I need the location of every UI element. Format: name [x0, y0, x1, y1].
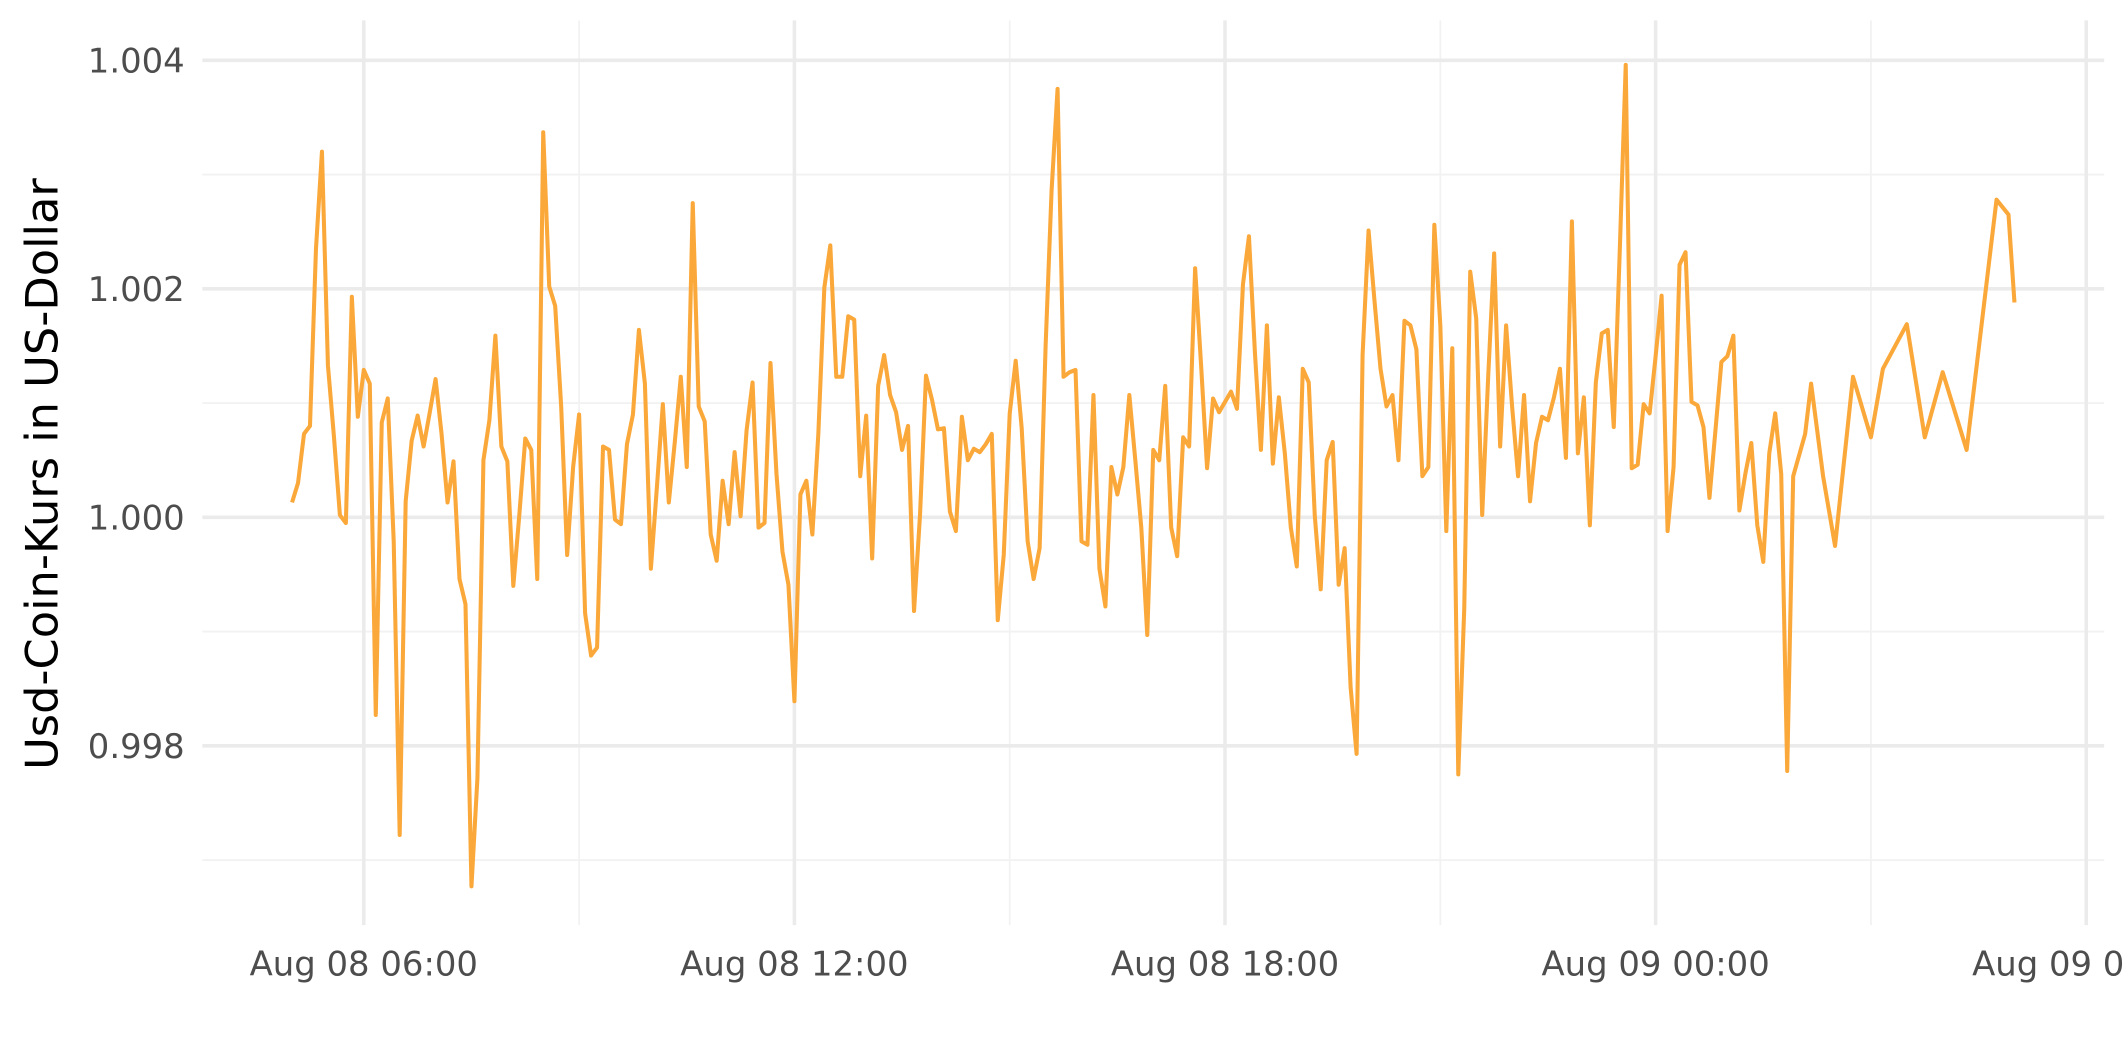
grid	[202, 20, 2105, 926]
x-tick-label: Aug 09 06:00	[1972, 944, 2125, 983]
price-line	[290, 62, 2017, 889]
x-tick-label: Aug 08 06:00	[250, 944, 478, 983]
y-axis-title: Usd-Coin-Kurs in US-Dollar	[16, 178, 68, 770]
x-tick-label: Aug 08 12:00	[680, 944, 908, 983]
x-tick-label: Aug 09 00:00	[1541, 944, 1769, 983]
x-tick-label: Aug 08 18:00	[1111, 944, 1339, 983]
y-tick-label: 1.000	[88, 499, 185, 538]
y-tick-label: 1.002	[88, 270, 185, 309]
y-tick-label: 1.004	[88, 41, 185, 80]
y-tick-label: 0.998	[88, 727, 185, 766]
